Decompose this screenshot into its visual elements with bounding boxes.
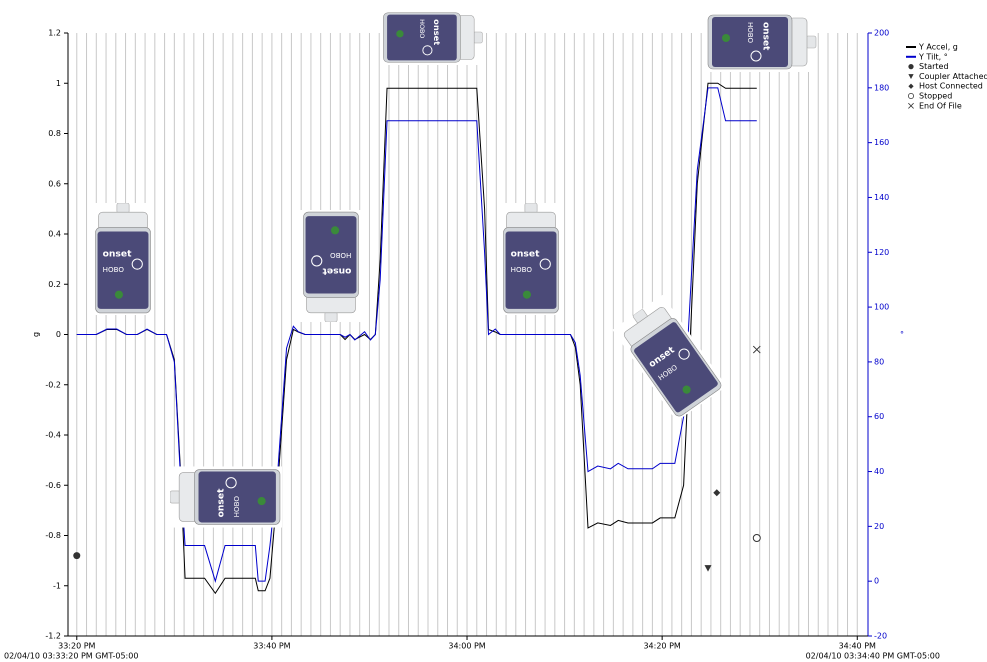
event-marker — [713, 489, 721, 497]
legend-label: Y Tilt, ° — [918, 52, 948, 61]
y2-tick-label: 0 — [874, 577, 879, 586]
event-marker — [908, 83, 914, 89]
x-tick-label: 33:40 PM — [253, 642, 290, 651]
y-tick-label: 0.2 — [48, 280, 61, 289]
x-end-label: 02/04/10 03:34:40 PM GMT-05:00 — [806, 652, 940, 661]
y-axis-label: g — [32, 332, 41, 337]
legend-label: Stopped — [919, 92, 952, 101]
y2-tick-label: 120 — [874, 248, 889, 257]
device-photo — [381, 10, 483, 65]
y2-axis-label: ° — [900, 330, 904, 339]
y-tick-label: -1 — [53, 581, 61, 590]
plot-area — [76, 33, 858, 636]
axes: -1.2 -1 -0.8 -0.6 -0.4 -0.2 0 0.2 0.4 0.6 0.8 1 1.2 -… — [4, 29, 940, 661]
x-tick-label: 34:20 PM — [643, 642, 680, 651]
event-marker — [752, 534, 761, 543]
device-photo — [300, 210, 362, 322]
y-tick-label: -0.2 — [45, 380, 61, 389]
y-tick-label: -0.8 — [45, 531, 61, 540]
device-photo — [92, 203, 154, 315]
event-marker — [704, 565, 712, 572]
y-tick-label: 1 — [56, 79, 61, 88]
y-tick-label: 0.6 — [48, 179, 61, 188]
y2-tick-label: 200 — [874, 29, 889, 38]
legend-label: Host Connected — [919, 82, 983, 91]
y-tick-label: -1.2 — [45, 632, 61, 641]
y-tick-label: 0 — [56, 330, 61, 339]
y-tick-label: 1.2 — [48, 29, 61, 38]
y2-tick-label: 80 — [874, 357, 884, 366]
y2-tick-label: -20 — [874, 632, 887, 641]
event-marker — [73, 552, 81, 560]
device-photo — [170, 466, 282, 528]
legend-label: Y Accel, g — [918, 43, 958, 52]
y-tick-label: -0.6 — [45, 481, 61, 490]
legend-label: Started — [919, 62, 949, 71]
y-tick-label: 0.8 — [48, 129, 61, 138]
y-tick-label: 0.4 — [48, 230, 61, 239]
device-photo — [705, 12, 817, 72]
y2-tick-label: 180 — [874, 83, 889, 92]
x-tick-label: 34:00 PM — [448, 642, 485, 651]
x-tick-label: 33:20 PM — [58, 642, 95, 651]
event-marker — [908, 74, 914, 80]
y2-tick-label: 60 — [874, 412, 884, 421]
legend-label: End Of File — [919, 101, 962, 110]
legend-label: Coupler Attached — [919, 72, 987, 81]
event-marker — [908, 102, 914, 109]
device-photo — [500, 203, 562, 315]
y2-tick-label: 160 — [874, 138, 889, 147]
event-marker — [908, 63, 914, 70]
y2-tick-label: 140 — [874, 193, 889, 202]
event-marker — [752, 345, 761, 354]
y2-tick-label: 20 — [874, 522, 884, 531]
x-tick-label: 34:40 PM — [839, 642, 876, 651]
x-start-label: 02/04/10 03:33:20 PM GMT-05:00 — [4, 652, 138, 661]
event-marker — [908, 93, 914, 99]
y2-tick-label: 100 — [874, 303, 889, 312]
y-tick-label: -0.4 — [45, 431, 61, 440]
device-photo — [612, 294, 728, 422]
y2-tick-label: 40 — [874, 467, 884, 476]
series-line — [76, 87, 757, 583]
